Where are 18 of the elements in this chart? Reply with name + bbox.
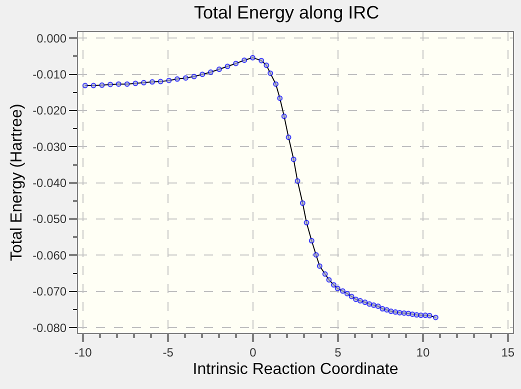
y-tick-label: -0.020 <box>32 104 67 118</box>
x-tick-label: 5 <box>334 345 342 360</box>
y-tick-label: -0.030 <box>32 140 67 154</box>
y-axis-title: Total Energy (Hartree) <box>8 104 26 262</box>
x-tick-label: 10 <box>416 345 430 360</box>
y-tick-label: -0.050 <box>32 212 67 226</box>
x-tick-label: -10 <box>74 345 92 360</box>
x-tick-label: 0 <box>250 345 257 360</box>
x-axis-title: Intrinsic Reaction Coordinate <box>192 361 398 378</box>
y-tick-label: -0.010 <box>32 68 67 82</box>
y-tick-label: -0.060 <box>32 248 67 262</box>
y-tick-label: -0.080 <box>32 320 67 335</box>
y-tick-label: 0.000 <box>36 31 67 46</box>
y-tick-label: -0.070 <box>32 284 67 299</box>
x-tick-label: -5 <box>162 345 174 360</box>
chart-title: Total Energy along IRC <box>194 2 380 22</box>
y-tick-label: -0.040 <box>32 176 67 190</box>
x-tick-label: 15 <box>501 345 515 360</box>
